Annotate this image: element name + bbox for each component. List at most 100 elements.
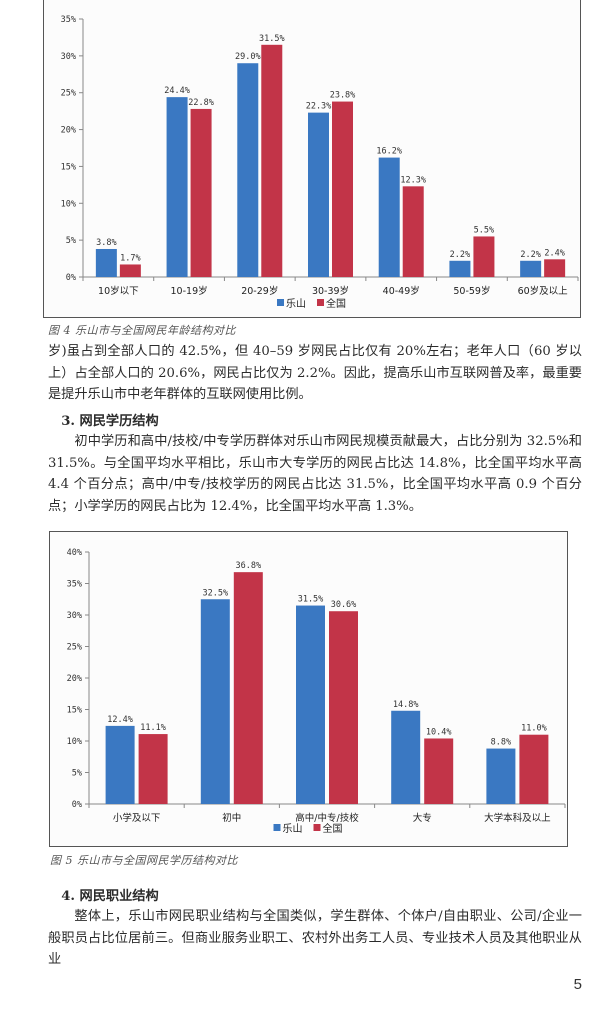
bar-national [332, 101, 353, 277]
figure-5-caption: 图 5 乐山市与全国网民学历结构对比 [50, 854, 238, 867]
x-category-label: 大学本科及以上 [484, 812, 551, 824]
y-tick-label: 20% [61, 126, 76, 136]
data-label: 31.5% [259, 34, 285, 44]
x-category-label: 60岁及以上 [518, 285, 569, 297]
y-tick-label: 0% [66, 273, 76, 283]
bar-leshan [449, 260, 471, 277]
legend-swatch [277, 299, 284, 306]
legend-swatch [273, 824, 281, 831]
bar-national [544, 259, 566, 277]
bar-leshan [95, 248, 117, 277]
bar-leshan [105, 725, 135, 804]
data-label: 2.2% [520, 250, 540, 260]
y-tick-label: 5% [66, 236, 76, 246]
data-label: 32.5% [203, 588, 229, 598]
y-tick-label: 5% [72, 769, 82, 779]
x-category-label: 50-59岁 [453, 285, 490, 297]
data-label: 14.8% [393, 700, 419, 710]
legend-label: 全国 [326, 297, 346, 310]
bar-leshan [200, 599, 230, 804]
data-label: 23.8% [330, 91, 356, 101]
bar-national [261, 44, 283, 277]
data-label: 24.4% [164, 86, 190, 96]
data-label: 12.3% [400, 175, 426, 185]
data-label: 11.1% [140, 723, 166, 733]
bar-leshan [296, 605, 325, 804]
data-label: 2.4% [544, 248, 564, 258]
x-category-label: 大专 [413, 812, 432, 824]
legend-swatch [317, 299, 324, 306]
x-category-label: 10-19岁 [171, 285, 208, 297]
figure-5-chart: 0% 5% 10% 15% 20% 25% 30% 35% 40% 12.4% 11.1% 小学及以下… [49, 531, 568, 847]
bar-leshan [520, 260, 542, 277]
bar-leshan [308, 112, 329, 277]
data-label: 5.5% [474, 225, 494, 235]
data-label: 10.4% [426, 727, 452, 737]
legend-label: 全国 [323, 822, 343, 835]
y-tick-label: 40% [67, 548, 82, 558]
education-structure-bar-chart: 0% 5% 10% 15% 20% 25% 30% 35% 40% 12.4% 11.1% 小学及以下… [67, 548, 566, 835]
x-category-label: 20-29岁 [241, 285, 278, 297]
data-label: 30.6% [331, 600, 357, 610]
paragraph-text: 整体上，乐山市网民职业结构与全国类似，学生群体、个体户/自由职业、公司/企业一般… [48, 909, 582, 967]
bar-leshan [391, 710, 421, 804]
data-label: 12.4% [107, 715, 133, 725]
y-tick-label: 25% [61, 89, 76, 99]
y-tick-label: 35% [67, 580, 82, 590]
y-tick-label: 20% [67, 674, 82, 684]
x-category-label: 初中 [222, 812, 241, 824]
data-label: 8.8% [491, 738, 511, 748]
data-label: 36.8% [236, 561, 262, 571]
y-tick-label: 15% [61, 162, 76, 172]
data-label: 3.8% [96, 238, 116, 248]
bar-leshan [166, 97, 188, 277]
x-category-label: 小学及以下 [113, 812, 161, 824]
y-tick-label: 10% [61, 199, 76, 209]
x-category-label: 10岁以下 [98, 285, 139, 297]
paragraph-age-summary: 岁)虽占到全部人口的 42.5%，但 40–59 岁网民占比仅有 20%左右；老… [48, 341, 582, 406]
bar-national [138, 734, 168, 804]
figure-4-chart: 0% 5% 10% 15% 20% 25% 30% 35% 3.8% 1.7% 10岁以下 24.4%… [43, 0, 581, 318]
y-tick-label: 0% [72, 800, 82, 810]
paragraph-occupation: 整体上，乐山市网民职业结构与全国类似，学生群体、个体户/自由职业、公司/企业一般… [48, 906, 582, 971]
data-label: 1.7% [120, 253, 140, 263]
bar-national [519, 734, 549, 804]
y-tick-label: 10% [67, 737, 82, 747]
bar-national [473, 236, 495, 277]
x-category-label: 30-39岁 [312, 285, 349, 297]
bar-leshan [237, 63, 259, 277]
bar-national [329, 611, 358, 804]
bar-national [402, 186, 424, 277]
paragraph-text: 岁)虽占到全部人口的 42.5%，但 40–59 岁网民占比仅有 20%左右；老… [48, 344, 582, 402]
bar-national [233, 572, 263, 804]
data-label: 11.0% [521, 724, 547, 734]
y-tick-label: 15% [67, 706, 82, 716]
bar-national [190, 108, 212, 277]
bar-leshan [486, 748, 516, 804]
y-tick-label: 30% [67, 611, 82, 621]
data-label: 31.5% [298, 595, 324, 605]
y-tick-label: 25% [67, 643, 82, 653]
data-label: 29.0% [235, 52, 261, 62]
paragraph-text: 初中学历和高中/技校/中专学历群体对乐山市网民规模贡献最大，占比分别为 32.5… [48, 434, 582, 514]
bar-national [424, 738, 454, 804]
section-heading-education: 3. 网民学历结构 [61, 414, 159, 429]
bar-leshan [378, 157, 400, 277]
y-tick-label: 30% [61, 52, 76, 62]
data-label: 16.2% [376, 147, 402, 157]
y-tick-label: 35% [61, 15, 76, 25]
data-label: 2.2% [450, 250, 470, 260]
figure-4-caption: 图 4 乐山市与全国网民年龄结构对比 [48, 324, 236, 337]
legend-swatch [313, 824, 321, 831]
x-category-label: 高中/中专/技校 [295, 812, 359, 824]
page-number: 5 [573, 976, 582, 993]
legend-label: 乐山 [286, 298, 306, 310]
data-label: 22.3% [306, 102, 332, 112]
section-heading-occupation: 4. 网民职业结构 [61, 889, 159, 904]
age-structure-bar-chart: 0% 5% 10% 15% 20% 25% 30% 35% 3.8% 1.7% 10岁以下 24.4%… [61, 15, 579, 310]
bar-national [119, 264, 141, 277]
data-label: 22.8% [188, 98, 214, 108]
x-category-label: 40-49岁 [383, 285, 420, 297]
paragraph-education: 初中学历和高中/技校/中专学历群体对乐山市网民规模贡献最大，占比分别为 32.5… [48, 431, 582, 517]
legend-label: 乐山 [283, 823, 303, 835]
